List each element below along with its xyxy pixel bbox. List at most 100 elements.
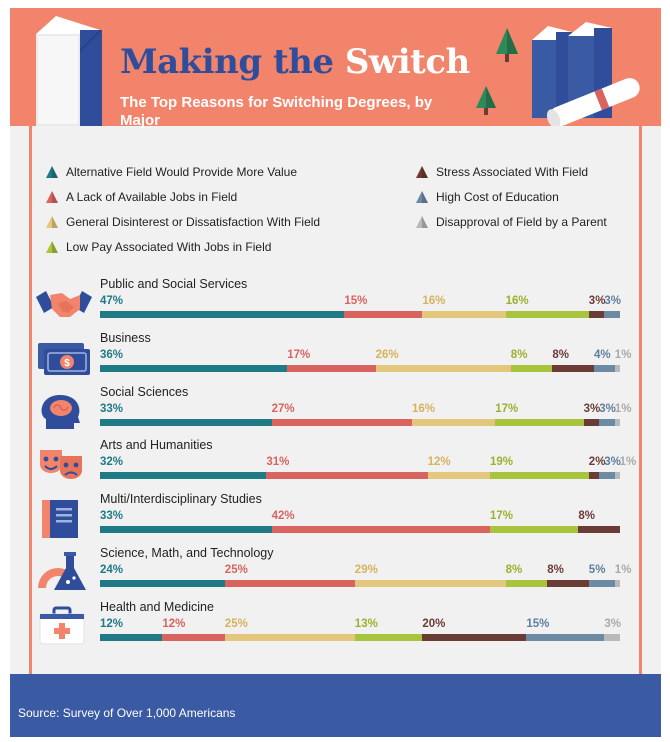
subtitle: The Top Reasons for Switching Degrees, b… xyxy=(120,94,433,129)
bar-segment xyxy=(100,580,225,587)
data-label: 13% xyxy=(354,618,378,630)
bar-segment xyxy=(526,634,605,641)
bar-segment xyxy=(224,580,355,587)
data-label: 20% xyxy=(422,618,446,630)
data-label: 31% xyxy=(266,456,290,468)
handshake-icon xyxy=(36,291,92,317)
major-row: Health and Medicine 12% 12% 25% 13% 20% 15% 3% xyxy=(10,600,661,654)
legend-swatch xyxy=(46,216,58,228)
major-name: Health and Medicine xyxy=(100,600,214,614)
major-name: Public and Social Services xyxy=(100,277,248,291)
legend-label: Stress Associated With Field xyxy=(436,165,589,179)
title-part-2: Switch xyxy=(344,42,470,82)
bar-segment xyxy=(614,419,620,426)
bar-segment xyxy=(588,472,600,479)
data-label: 36% xyxy=(100,349,124,361)
legend-label: Disapproval of Field by a Parent xyxy=(436,215,607,229)
bar-track xyxy=(100,311,620,318)
data-label: 3% xyxy=(604,618,622,630)
data-label: 8% xyxy=(552,349,570,361)
bar-segment xyxy=(505,311,589,318)
infographic: Making the Switch The Top Reasons for Sw… xyxy=(10,8,661,737)
bar-segment xyxy=(583,419,600,426)
bar-segment xyxy=(614,365,620,372)
bar-segment xyxy=(100,365,288,372)
bar-segment xyxy=(354,580,506,587)
bar-segment xyxy=(614,580,620,587)
legend-swatch xyxy=(46,166,58,178)
data-label: 47% xyxy=(100,295,124,307)
bar-segment xyxy=(354,634,423,641)
footer: Source: Survey of Over 1,000 Americans xyxy=(10,674,661,737)
major-row: $ Business 36% 17% 26% 8% 8% 4% 1% xyxy=(10,331,661,385)
bar-segment xyxy=(614,472,620,479)
legend-item: Disapproval of Field by a Parent xyxy=(416,215,607,229)
data-label: 4% xyxy=(594,349,611,361)
bar-segment xyxy=(422,311,506,318)
bar-segment xyxy=(599,419,615,426)
data-label: 17% xyxy=(287,349,311,361)
legend-item: High Cost of Education xyxy=(416,190,559,204)
data-label: 16% xyxy=(505,295,529,307)
left-border xyxy=(29,126,32,681)
legend-item: Stress Associated With Field xyxy=(416,165,588,179)
bar-segment xyxy=(100,634,163,641)
major-row: Public and Social Services 47% 15% 16% 16% 3%… xyxy=(10,277,661,331)
bar-segment xyxy=(162,634,225,641)
science-tools-icon xyxy=(38,552,86,590)
bar-segment xyxy=(412,419,496,426)
book-icon xyxy=(42,500,78,538)
legend-swatch xyxy=(46,191,58,203)
data-label: 15% xyxy=(526,618,550,630)
bar-segment xyxy=(490,472,589,479)
data-label: 25% xyxy=(224,618,248,630)
bar-track xyxy=(100,634,620,641)
bar-segment xyxy=(224,634,355,641)
data-label: 1% xyxy=(619,456,637,468)
legend-item: Alternative Field Would Provide More Val… xyxy=(46,165,297,179)
bar-segment xyxy=(271,419,412,426)
bar-segment xyxy=(100,472,267,479)
header-banner: Making the Switch The Top Reasons for Sw… xyxy=(10,8,661,129)
data-label: 3% xyxy=(604,456,621,468)
right-border xyxy=(639,126,642,681)
tree-icon xyxy=(496,28,518,62)
data-label: 2% xyxy=(588,456,606,468)
money-icon: $ xyxy=(38,343,90,375)
legend-label: Low Pay Associated With Jobs in Field xyxy=(66,240,272,254)
bar-segment xyxy=(287,365,376,372)
major-name: Science, Math, and Technology xyxy=(100,546,274,560)
data-label: 25% xyxy=(224,564,248,576)
data-label: 17% xyxy=(495,403,519,415)
data-label: 8% xyxy=(505,564,523,576)
data-label: 19% xyxy=(490,456,514,468)
bar-segment xyxy=(604,311,620,318)
legend-label: Alternative Field Would Provide More Val… xyxy=(66,165,297,179)
data-label: 33% xyxy=(100,510,124,522)
data-label: 15% xyxy=(344,295,368,307)
data-label: 24% xyxy=(100,564,124,576)
data-label: 3% xyxy=(583,403,601,415)
data-label: 17% xyxy=(490,510,514,522)
bar-segment xyxy=(422,634,527,641)
legend-swatch xyxy=(416,166,428,178)
bar-segment xyxy=(594,365,615,372)
data-label: 5% xyxy=(588,564,606,576)
legend-swatch xyxy=(416,216,428,228)
data-label: 1% xyxy=(614,349,632,361)
legend-label: A Lack of Available Jobs in Field xyxy=(66,190,238,204)
data-label: 12% xyxy=(427,456,451,468)
bar-segment xyxy=(344,311,423,318)
bar-segment xyxy=(510,365,553,372)
bar-segment xyxy=(100,419,272,426)
bar-segment xyxy=(599,472,615,479)
bar-segment xyxy=(578,526,620,533)
legend-swatch xyxy=(416,191,428,203)
bar-segment xyxy=(100,526,272,533)
bar-segment xyxy=(588,311,605,318)
legend-swatch xyxy=(46,241,58,253)
major-row: Multi/Interdisciplinary Studies 33% 42% 17%… xyxy=(10,492,661,546)
bar-segment xyxy=(375,365,511,372)
legend-item: Low Pay Associated With Jobs in Field xyxy=(46,240,271,254)
bar-segment xyxy=(604,634,620,641)
